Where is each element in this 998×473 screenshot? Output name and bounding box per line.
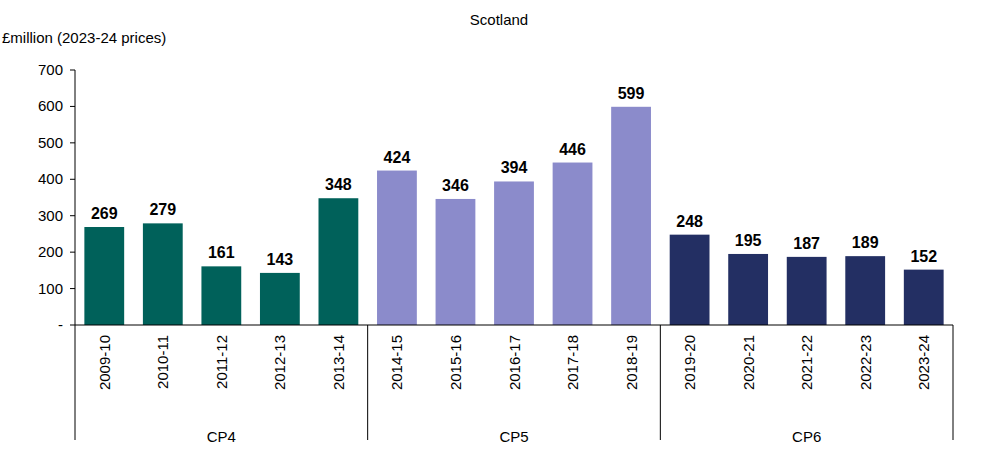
bar bbox=[318, 198, 358, 325]
group-label: CP6 bbox=[792, 428, 821, 445]
data-label: 189 bbox=[852, 234, 879, 251]
chart-container: Scotland £million (2023-24 prices) - 100 200… bbox=[0, 0, 998, 473]
y-tick-label: 200 bbox=[38, 243, 63, 260]
bar bbox=[787, 257, 827, 325]
y-tick-label: 600 bbox=[38, 97, 63, 114]
data-label: 446 bbox=[559, 141, 586, 158]
y-tick-label: - bbox=[58, 316, 63, 333]
bar bbox=[611, 107, 651, 325]
x-tick-label: 2014-15 bbox=[388, 335, 405, 390]
group-separator bbox=[367, 325, 368, 440]
x-tick-label: 2009-10 bbox=[96, 335, 113, 390]
y-axis-label: £million (2023-24 prices) bbox=[2, 29, 166, 46]
data-label: 152 bbox=[910, 248, 937, 265]
bars bbox=[84, 107, 943, 325]
data-label: 248 bbox=[676, 213, 703, 230]
group-label: CP4 bbox=[207, 428, 236, 445]
y-tick bbox=[70, 215, 75, 216]
bar bbox=[728, 254, 768, 325]
data-label: 195 bbox=[735, 232, 762, 249]
y-tick-label: 400 bbox=[38, 170, 63, 187]
x-tick-label: 2016-17 bbox=[506, 335, 523, 390]
bar bbox=[260, 273, 300, 325]
x-tick-label: 2019-20 bbox=[681, 335, 698, 390]
data-label: 187 bbox=[793, 235, 820, 252]
data-label: 161 bbox=[208, 244, 235, 261]
y-axis bbox=[75, 70, 76, 325]
y-tick-label: 100 bbox=[38, 280, 63, 297]
x-tick-label: 2010-11 bbox=[154, 335, 171, 389]
y-tick bbox=[70, 106, 75, 107]
x-tick-label: 2020-21 bbox=[740, 335, 757, 390]
x-tick-label: 2022-23 bbox=[857, 335, 874, 390]
x-tick-label: 2012-13 bbox=[271, 335, 288, 390]
bar bbox=[84, 227, 124, 325]
bar bbox=[436, 199, 476, 325]
y-tick-label: 500 bbox=[38, 134, 63, 151]
y-tick bbox=[70, 325, 75, 326]
y-tick bbox=[70, 252, 75, 253]
x-axis bbox=[75, 325, 953, 326]
bar bbox=[845, 256, 885, 325]
y-tick bbox=[70, 179, 75, 180]
data-label: 269 bbox=[91, 205, 118, 222]
bar bbox=[201, 266, 241, 325]
y-tick bbox=[70, 70, 75, 71]
x-tick-label: 2015-16 bbox=[447, 335, 464, 390]
group-label: CP5 bbox=[499, 428, 528, 445]
data-label: 424 bbox=[384, 149, 411, 166]
x-tick-label: 2017-18 bbox=[564, 335, 581, 390]
group-separator bbox=[75, 325, 76, 440]
bar bbox=[904, 270, 944, 325]
bar bbox=[377, 171, 417, 325]
data-label: 346 bbox=[442, 177, 469, 194]
y-tick-label: 300 bbox=[38, 207, 63, 224]
y-tick bbox=[70, 288, 75, 289]
x-tick-label: 2018-19 bbox=[623, 335, 640, 390]
bar bbox=[670, 235, 710, 325]
chart-svg: Scotland £million (2023-24 prices) - 100 200… bbox=[0, 0, 998, 473]
data-label: 394 bbox=[501, 159, 528, 176]
x-tick-label: 2023-24 bbox=[915, 335, 932, 390]
group-separator bbox=[953, 325, 954, 440]
y-tick-label: 700 bbox=[38, 61, 63, 78]
y-tick bbox=[70, 142, 75, 143]
title: Scotland bbox=[470, 11, 528, 28]
bar bbox=[143, 223, 183, 325]
data-label: 143 bbox=[267, 251, 294, 268]
group-separator bbox=[660, 325, 661, 440]
bar bbox=[494, 181, 534, 325]
x-tick-label: 2013-14 bbox=[330, 335, 347, 390]
data-label: 348 bbox=[325, 176, 352, 193]
data-label: 279 bbox=[149, 201, 176, 218]
x-tick-label: 2011-12 bbox=[213, 335, 230, 389]
data-label: 599 bbox=[618, 85, 645, 102]
bar bbox=[553, 163, 593, 325]
x-tick-label: 2021-22 bbox=[798, 335, 815, 390]
